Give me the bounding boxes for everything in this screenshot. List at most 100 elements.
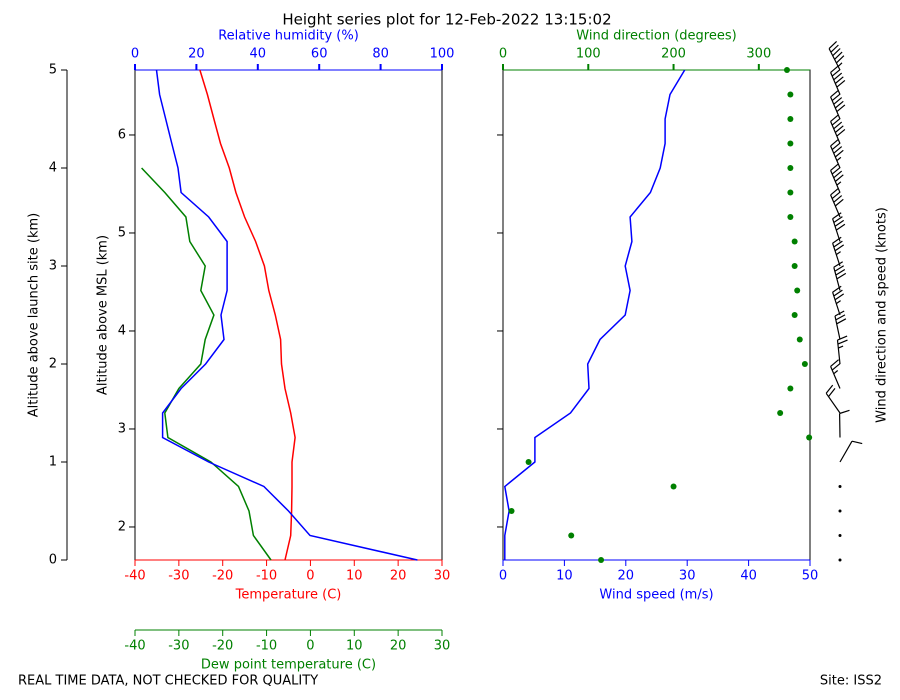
msl-axis-label: Altitude above MSL (km) <box>96 235 111 395</box>
x-tick-label: 30 <box>434 569 451 584</box>
right-panel-frame <box>502 69 811 561</box>
msl-tick-label: 3 <box>118 421 126 436</box>
wind-barb <box>834 310 847 340</box>
x-axis-label: Wind direction (degrees) <box>576 29 736 44</box>
msl-tick-label: 4 <box>118 323 126 338</box>
x-tick-label: 10 <box>346 569 363 584</box>
wind-barb <box>830 89 846 120</box>
direction-dot <box>787 165 794 171</box>
msl-tick-label: 6 <box>118 127 126 142</box>
direction-dot <box>787 116 794 122</box>
direction-dot <box>794 287 801 294</box>
direction-dot <box>787 91 794 98</box>
x-axis-label: Temperature (C) <box>235 588 342 603</box>
x-tick-label: 0 <box>499 47 507 62</box>
left-panel-frame <box>134 69 443 561</box>
wind-barb <box>836 335 848 365</box>
x-tick-label: -30 <box>168 569 189 584</box>
direction-dot <box>568 532 575 539</box>
direction-dot <box>787 140 794 147</box>
x-tick-label: 0 <box>306 569 314 584</box>
wind-barb <box>830 138 844 169</box>
y-tick-label: 1 <box>49 455 57 470</box>
y-tick-label: 5 <box>49 63 57 78</box>
wind-barb <box>832 236 845 267</box>
wind-barb <box>828 40 845 71</box>
direction-dot <box>796 336 803 343</box>
x-tick-label: 30 <box>434 639 451 654</box>
x-axis-label: Wind speed (m/s) <box>599 588 713 603</box>
direction-dot <box>791 312 798 318</box>
x-axis-label: Dew point temperature (C) <box>201 658 376 673</box>
x-tick-label: 40 <box>740 569 757 584</box>
y-axis-label: Altitude above launch site (km) <box>27 213 42 417</box>
direction-dot <box>525 459 532 465</box>
y-tick-label: 3 <box>49 259 57 274</box>
direction-dot <box>598 557 605 563</box>
x-tick-label: -10 <box>256 569 277 584</box>
wind-barb <box>833 261 847 291</box>
wind-barb <box>832 285 845 316</box>
x-tick-label: 50 <box>802 569 819 584</box>
x-tick-label: -30 <box>168 639 189 654</box>
direction-dot <box>787 385 794 392</box>
x-tick-label: 0 <box>499 569 507 584</box>
x-tick-label: 20 <box>618 569 635 584</box>
x-tick-label: 100 <box>576 47 601 62</box>
wind-barb <box>838 558 842 562</box>
x-tick-label: -40 <box>124 639 145 654</box>
x-tick-label: 100 <box>430 47 455 62</box>
wind-barb <box>825 384 841 414</box>
wind-barb <box>839 409 850 438</box>
wind-barb <box>838 534 842 537</box>
x-tick-label: 0 <box>131 47 139 62</box>
x-tick-label: 300 <box>746 47 771 62</box>
direction-dot <box>806 434 813 441</box>
direction-dot <box>787 189 794 196</box>
x-tick-label: 30 <box>679 569 696 584</box>
x-tick-label: 10 <box>556 569 573 584</box>
barb-label: Wind direction and speed (knots) <box>875 207 890 423</box>
profile-line <box>199 69 296 561</box>
x-tick-label: 60 <box>311 47 328 62</box>
direction-dot <box>508 508 515 514</box>
x-tick-label: -20 <box>212 639 233 654</box>
footer-note: REAL TIME DATA, NOT CHECKED FOR QUALITY <box>18 674 318 689</box>
direction-dot <box>791 238 798 245</box>
x-tick-label: -10 <box>256 639 277 654</box>
x-tick-label: -20 <box>212 569 233 584</box>
direction-dot <box>777 410 784 416</box>
x-tick-label: 20 <box>390 569 407 584</box>
wind-barb <box>830 359 841 389</box>
direction-dot <box>670 483 677 490</box>
profile-line <box>503 69 686 560</box>
site-label: Site: ISS2 <box>820 674 882 689</box>
x-axis-label: Relative humidity (%) <box>218 29 359 44</box>
x-tick-label: 0 <box>306 639 314 654</box>
wind-barb <box>832 212 846 242</box>
x-tick-label: 40 <box>250 47 267 62</box>
y-tick-label: 2 <box>49 357 57 372</box>
direction-dot <box>783 67 790 73</box>
profile-line <box>141 167 272 561</box>
chart-title: Height series plot for 12-Feb-2022 13:15… <box>282 11 611 29</box>
x-tick-label: 80 <box>372 47 389 62</box>
wind-barb <box>830 187 844 218</box>
x-tick-label: 200 <box>661 47 686 62</box>
y-tick-label: 4 <box>49 161 57 176</box>
x-tick-label: 20 <box>188 47 205 62</box>
wind-barb <box>838 485 842 488</box>
direction-dot <box>801 361 808 367</box>
wind-barb <box>830 163 844 193</box>
profile-line <box>155 69 418 561</box>
msl-tick-label: 2 <box>118 519 126 534</box>
x-tick-label: 10 <box>346 639 363 654</box>
x-tick-label: 20 <box>390 639 407 654</box>
direction-dot <box>791 263 798 269</box>
direction-dot <box>787 214 794 220</box>
wind-barb <box>830 65 846 95</box>
wind-barb <box>830 114 846 144</box>
x-tick-label: -40 <box>124 569 145 584</box>
y-tick-label: 0 <box>49 553 57 568</box>
